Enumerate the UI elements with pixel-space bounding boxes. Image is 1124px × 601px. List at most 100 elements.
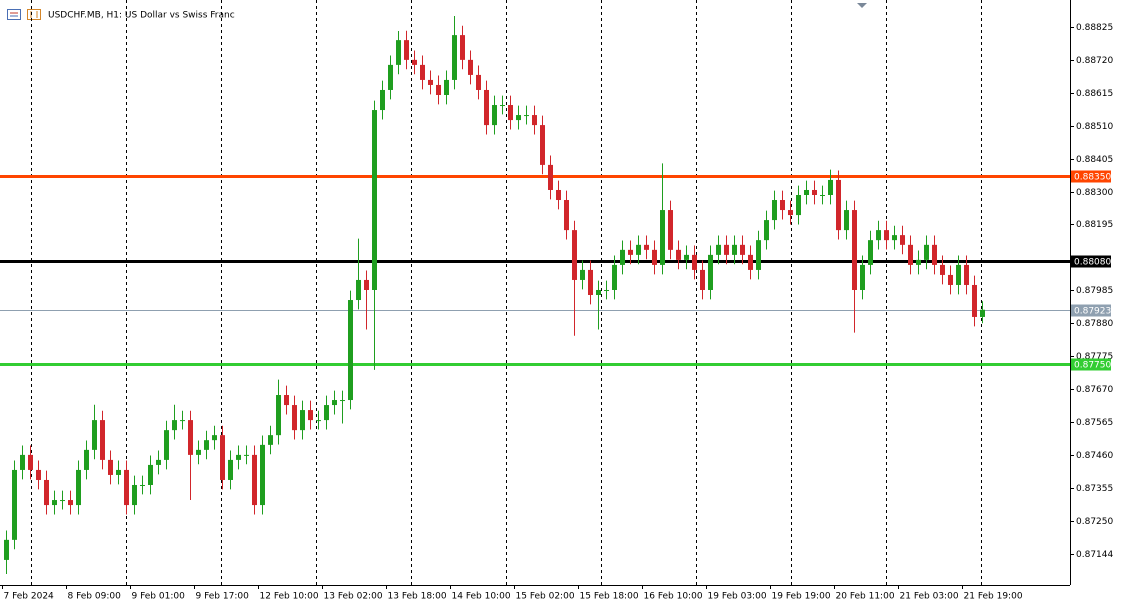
candle-body [428,79,433,85]
candle-body [788,210,793,216]
candle-body [956,264,961,285]
candle-body [676,249,681,260]
candle-body [516,115,521,121]
chart-icons[interactable] [7,9,41,20]
shift-marker[interactable] [857,3,867,8]
candle-body [68,500,73,506]
candle-body [580,269,585,280]
candle-body [204,440,209,450]
y-tick-label: 0.87460 [1076,451,1113,461]
candle-body [908,244,913,265]
candle-body [700,269,705,290]
x-tick-label: 21 Feb 03:00 [900,592,959,601]
candle-body [244,454,249,456]
y-tick-label: 0.88720 [1076,56,1113,66]
x-tick-label: 14 Feb 10:00 [452,592,511,601]
candle-body [932,244,937,265]
y-tick-label: 0.87985 [1076,286,1113,296]
candle-body [196,449,201,455]
x-tick-label: 9 Feb 17:00 [196,592,250,601]
candle-body [892,235,897,241]
x-tick-label: 15 Feb 02:00 [516,592,575,601]
candle-body [260,444,265,506]
candle-body [740,244,745,255]
candle-body [332,400,337,406]
level-label-box [1071,358,1111,371]
x-tick-label: 12 Feb 10:00 [260,592,319,601]
candle-body [804,189,809,195]
y-tick-label: 0.88195 [1076,220,1113,230]
candle-body [396,40,401,65]
y-tick-label: 0.88300 [1076,188,1113,198]
candle-body [828,179,833,195]
candle-body [916,259,921,265]
candle-body [612,264,617,290]
candle-body [156,459,161,465]
candle-body [628,249,633,255]
candle-body [980,309,985,317]
candle-body [668,210,673,250]
candle-body [388,64,393,90]
chart-title: USDCHF.MB, H1: US Dollar vs Swiss Franc [48,11,235,21]
x-tick-label: 20 Feb 11:00 [836,592,895,601]
y-tick-label: 0.87355 [1076,484,1113,494]
candle-body [444,79,449,95]
x-tick-label: 19 Feb 03:00 [708,592,767,601]
level-label-box [1071,304,1111,317]
candle-body [108,459,113,475]
candle-body [380,89,385,111]
candle-body [764,220,769,241]
candle-body [212,435,217,441]
candle-body [812,189,817,195]
y-tick-label: 0.87880 [1076,319,1113,329]
candle-body [876,230,881,241]
candle-body [540,125,545,165]
candle-body [356,279,361,301]
candle-body [556,189,561,201]
candle-body [132,484,137,506]
candle-body [860,264,865,290]
x-tick-label: 21 Feb 19:00 [964,592,1023,601]
candle-body [780,200,785,211]
candle-body [308,410,313,421]
candle-body [964,264,969,285]
candle-body [172,420,177,431]
x-tick-label: 15 Feb 18:00 [580,592,639,601]
candle-body [652,249,657,265]
y-tick-label: 0.87250 [1076,517,1113,527]
candle-body [4,539,9,560]
candle-body [724,244,729,255]
x-tick-label: 7 Feb 2024 [4,592,55,601]
candle-body [76,469,81,506]
level-label-box [1071,170,1111,183]
candle-body [572,230,577,280]
candle-body [796,195,801,216]
candle-body [252,454,257,506]
candle-body [420,64,425,80]
candle-body [836,179,841,231]
candle-body [148,464,153,485]
candle-body [508,105,513,121]
candle-body [476,74,481,90]
candle-body [644,244,649,250]
x-tick-label: 13 Feb 18:00 [388,592,447,601]
candle-body [340,400,345,402]
candle-body [140,484,145,486]
icon-trade[interactable] [27,9,41,20]
candle-body [92,420,97,450]
candle-body [588,269,593,296]
candle-body [756,240,761,270]
x-tick-label: 16 Feb 10:00 [644,592,703,601]
candle-body [412,59,417,65]
candle-body [300,410,305,431]
candle-body [44,479,49,506]
candle-body [636,244,641,255]
y-tick-label: 0.87670 [1076,385,1113,395]
candle-body [372,110,377,290]
candle-body [12,469,17,540]
icon-list[interactable] [7,9,21,20]
level-label: 0.87923 [1074,307,1111,317]
candle-body [284,395,289,406]
candle-body [524,115,529,117]
